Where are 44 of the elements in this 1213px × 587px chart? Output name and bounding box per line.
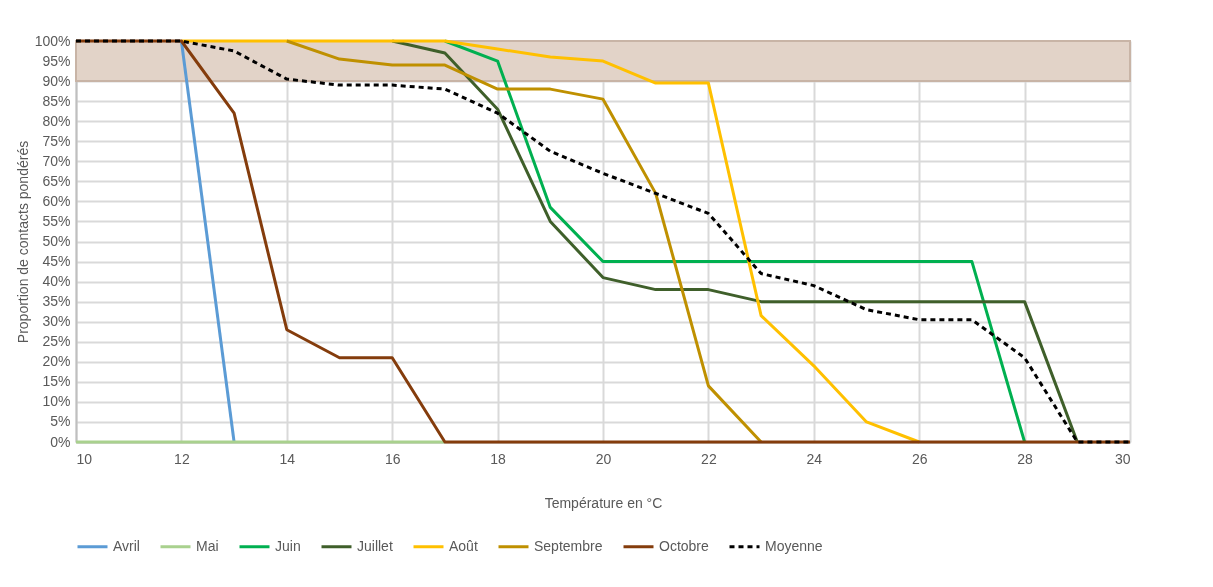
y-tick-label: 15% — [42, 373, 71, 390]
x-tick-label: 28 — [1017, 450, 1034, 467]
legend-label: Août — [449, 537, 478, 554]
legend-label: Avril — [113, 537, 140, 554]
y-tick-label: 75% — [42, 132, 71, 149]
legend-label: Septembre — [534, 537, 603, 554]
y-tick-label: 60% — [42, 192, 71, 209]
x-tick-label: 12 — [174, 450, 190, 467]
x-tick-label: 16 — [384, 450, 401, 467]
y-tick-label: 10% — [42, 393, 71, 410]
x-tick-label: 30 — [1114, 450, 1131, 467]
y-tick-label: 70% — [42, 152, 71, 169]
y-tick-label: 0% — [50, 433, 71, 450]
y-tick-label: 50% — [42, 233, 71, 249]
y-tick-label: 65% — [42, 172, 71, 189]
y-tick-label: 25% — [42, 333, 71, 350]
legend-label: Juillet — [357, 537, 393, 554]
legend-label: Octobre — [659, 537, 710, 554]
x-tick-label: 26 — [911, 450, 928, 467]
x-tick-label: 22 — [701, 450, 717, 467]
y-tick-label: 5% — [50, 413, 71, 430]
x-tick-label: 20 — [595, 450, 612, 467]
x-tick-label: 10 — [76, 450, 93, 467]
y-tick-label: 35% — [42, 293, 71, 310]
y-tick-label: 45% — [42, 253, 71, 270]
y-tick-label: 55% — [42, 212, 71, 229]
y-tick-label: 95% — [42, 52, 71, 69]
line-series — [285, 39, 763, 444]
y-tick-label: 80% — [42, 112, 71, 129]
y-tick-label: 100% — [34, 32, 71, 49]
y-tick-label: 20% — [42, 353, 71, 370]
y-axis-title: Proportion de contacts pondérés — [14, 140, 31, 344]
y-tick-label: 40% — [42, 273, 71, 290]
legend-label: Mai — [196, 537, 219, 554]
x-tick-label: 18 — [490, 450, 507, 467]
line-series — [74, 39, 1132, 444]
y-tick-label: 90% — [42, 72, 71, 89]
x-tick-label: 24 — [806, 450, 823, 467]
x-tick-label: 14 — [279, 450, 296, 467]
y-tick-label: 85% — [42, 92, 71, 109]
y-tick-label: 30% — [42, 313, 71, 330]
legend-label: Moyenne — [765, 537, 823, 554]
legend-label: Juin — [275, 537, 301, 554]
x-axis-title: Température en °C — [544, 494, 663, 511]
